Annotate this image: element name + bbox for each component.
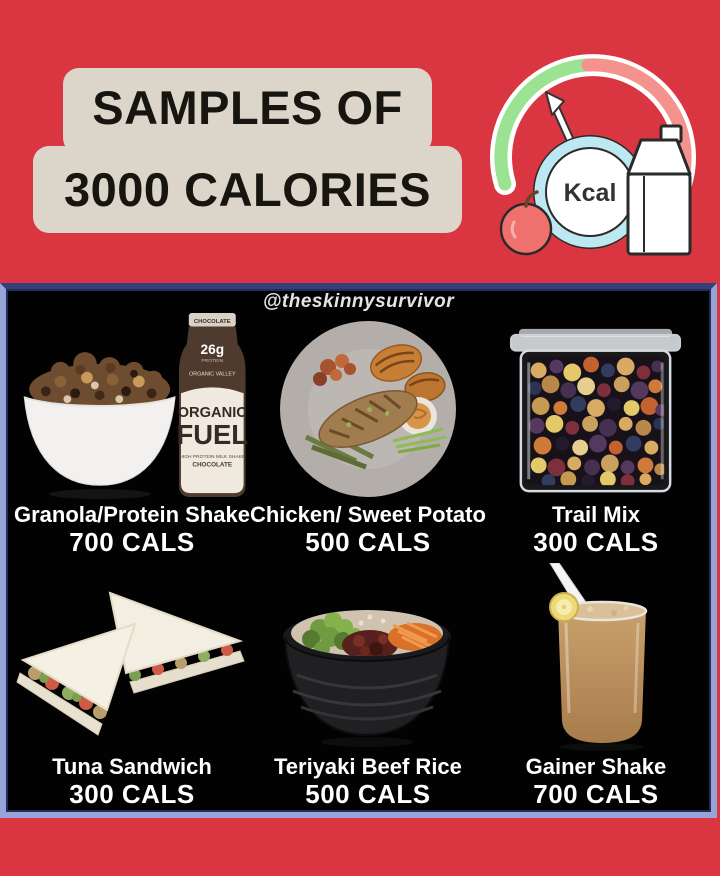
food-item-teriyaki-beef-rice: Teriyaki Beef Rice 500 CALS [250,561,486,809]
calorie-gauge-illustration: Kcal [478,52,710,260]
bottle-label-line1: ORGANIC [178,405,248,421]
straw-icon [549,563,587,607]
banana-slice-icon [549,592,580,623]
bottle-flavor-top: CHOCOLATE [194,319,231,325]
food-cals: 500 CALS [305,778,431,809]
bottle-brand: ORGANIC VALLEY [190,372,237,378]
protein-bottle: CHOCOLATE 26g PROTEIN ORGANIC VALLEY ORG… [177,313,249,498]
food-name: Chicken/ Sweet Potato [249,502,486,528]
front-sandwich-half [16,622,138,737]
food-cals: 700 CALS [69,526,195,557]
food-name: Trail Mix [551,502,640,528]
food-name: Teriyaki Beef Rice [273,754,462,780]
bottle-protein-amount: 26g [201,342,225,357]
food-item-tuna-sandwich: Tuna Sandwich 300 CALS [14,561,250,809]
food-cals: 700 CALS [533,778,659,809]
food-name: Gainer Shake [525,754,667,780]
food-item-granola-protein-shake: CHOCOLATE 26g PROTEIN ORGANIC VALLEY ORG… [14,309,250,557]
food-name: Tuna Sandwich [52,754,212,780]
food-name: Granola/Protein Shake [14,502,250,528]
bottle-sub-line2: CHOCOLATE [193,462,233,469]
food-item-chicken-sweet-potato: Chicken/ Sweet Potato 500 CALS [250,309,486,557]
food-item-gainer-shake: Gainer Shake 700 CALS [486,561,706,809]
bottle-protein-word: PROTEIN [202,358,224,364]
title-line1: SAMPLES OF [92,80,403,134]
trail-mix-image [498,311,693,499]
food-cals: 500 CALS [305,526,431,557]
kcal-badge: Kcal [533,135,647,249]
food-grid-panel: @theskinnysurvivor [0,283,717,818]
food-grid: CHOCOLATE 26g PROTEIN ORGANIC VALLEY ORG… [14,309,706,809]
food-item-trail-mix: Trail Mix 300 CALS [486,309,706,557]
food-cals: 300 CALS [533,526,659,557]
title-line2: 3000 CALORIES [64,163,431,216]
title-box-line2: 3000 CALORIES [33,146,462,233]
title-box-line1: SAMPLES OF [63,68,432,154]
kcal-label: Kcal [564,179,617,207]
bottle-sub-line1: HIGH PROTEIN MILK SHAKE [180,454,247,460]
gainer-shake-image [528,563,663,752]
apple-icon [499,190,553,256]
back-sandwich-half [109,591,246,694]
milk-carton-icon [626,124,692,256]
bottle-label-line2: FUEL [177,419,249,450]
social-handle: @theskinnysurvivor [262,291,455,312]
chicken-sweet-potato-image [278,311,458,499]
tuna-sandwich-image [14,563,249,751]
teriyaki-beef-rice-image [275,563,460,751]
granola-protein-shake-image: CHOCOLATE 26g PROTEIN ORGANIC VALLEY ORG… [14,311,249,500]
food-cals: 300 CALS [69,778,195,809]
